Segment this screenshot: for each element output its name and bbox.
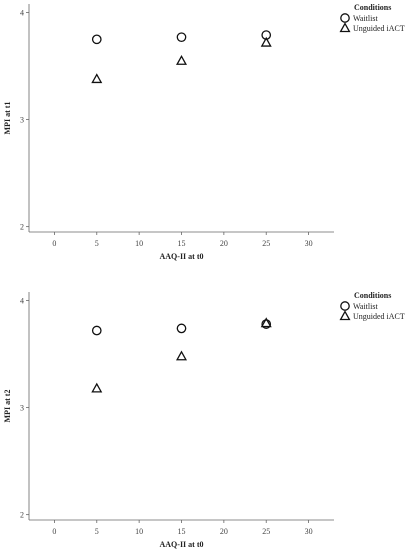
x-tick-label: 5 — [95, 239, 99, 248]
x-tick-label: 5 — [95, 527, 99, 536]
x-tick-label: 25 — [262, 239, 270, 248]
series-waitlist — [91, 30, 272, 45]
data-point-circle — [91, 34, 102, 45]
legend-label: Unguided iACT — [353, 312, 405, 321]
x-tick-label: 20 — [220, 239, 228, 248]
x-tick-label: 20 — [220, 527, 228, 536]
legend-title: Conditions — [354, 291, 391, 300]
x-tick-label: 30 — [305, 527, 313, 536]
legend-label: Waitlist — [353, 302, 378, 311]
y-tick-label: 4 — [20, 297, 24, 306]
legend-title: Conditions — [354, 3, 391, 12]
series-unguided-iact — [91, 36, 272, 84]
x-tick-label: 0 — [52, 527, 56, 536]
legend-marker — [339, 310, 351, 321]
series-unguided-iact — [91, 317, 272, 393]
chart-1: 0 5 10 15 20 25 30 2 3 4 AAQ-II at t0 MPI at t1 Cond… — [3, 3, 405, 261]
y-tick-label: 3 — [20, 404, 24, 413]
x-tick-label: 10 — [135, 239, 143, 248]
data-point-triangle — [260, 36, 272, 47]
x-tick-label: 15 — [178, 527, 186, 536]
legend-label: Unguided iACT — [353, 24, 405, 33]
x-axis-title: AAQ-II at t0 — [160, 540, 204, 549]
legend-marker — [340, 301, 350, 311]
x-tick-label: 25 — [262, 527, 270, 536]
data-point-triangle — [175, 54, 188, 65]
x-axis-title: AAQ-II at t0 — [160, 252, 204, 261]
x-tick-label: 0 — [52, 239, 56, 248]
data-point-circle — [176, 32, 187, 43]
data-point-triangle — [175, 350, 188, 361]
series-waitlist — [91, 319, 272, 336]
y-axis-title: MPI at t2 — [3, 390, 12, 423]
x-tick-label: 30 — [305, 239, 313, 248]
legend-marker — [339, 22, 351, 33]
y-tick-label: 2 — [20, 511, 24, 520]
legend-label: Waitlist — [353, 14, 378, 23]
chart-2: 0 5 10 15 20 25 30 2 3 4 AAQ-II at t0 MPI at t2 Cond… — [3, 291, 405, 549]
data-point-triangle — [91, 73, 103, 84]
y-tick-label: 4 — [20, 9, 24, 18]
y-axis-title: MPI at t1 — [3, 102, 12, 135]
y-tick-label: 2 — [20, 223, 24, 232]
x-tick-label: 15 — [178, 239, 186, 248]
data-point-triangle — [260, 317, 272, 328]
x-tick-label: 10 — [135, 527, 143, 536]
data-point-circle — [91, 325, 102, 336]
data-point-circle — [176, 323, 187, 334]
legend-marker — [340, 13, 350, 23]
y-tick-label: 3 — [20, 116, 24, 125]
data-point-triangle — [91, 382, 103, 393]
